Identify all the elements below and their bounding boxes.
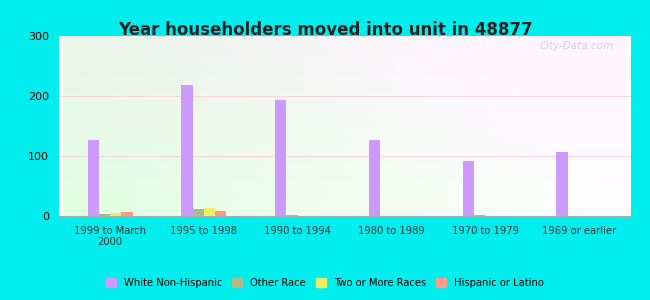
- Bar: [463, 161, 474, 216]
- Bar: [204, 208, 215, 216]
- Text: Year householders moved into unit in 48877: Year householders moved into unit in 488…: [118, 21, 532, 39]
- Bar: [192, 209, 204, 216]
- Bar: [122, 212, 133, 216]
- Bar: [287, 215, 298, 216]
- Bar: [181, 85, 192, 216]
- Bar: [215, 211, 226, 216]
- Bar: [99, 214, 110, 216]
- Bar: [88, 140, 99, 216]
- Bar: [110, 213, 122, 216]
- Bar: [474, 215, 485, 216]
- Bar: [556, 152, 567, 216]
- Bar: [275, 100, 287, 216]
- Text: City-Data.com: City-Data.com: [540, 41, 614, 51]
- Bar: [369, 140, 380, 216]
- Legend: White Non-Hispanic, Other Race, Two or More Races, Hispanic or Latino: White Non-Hispanic, Other Race, Two or M…: [102, 274, 548, 292]
